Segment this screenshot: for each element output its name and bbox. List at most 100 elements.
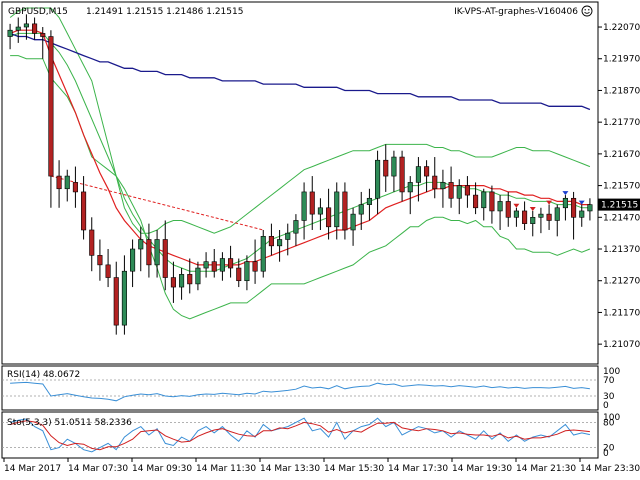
- candle-body: [187, 274, 193, 285]
- trade-markers: [513, 191, 585, 211]
- candle: [81, 176, 87, 240]
- candle: [130, 239, 136, 288]
- candle: [23, 14, 29, 40]
- candle: [530, 210, 536, 237]
- candle-body: [505, 201, 511, 218]
- stoch-panel[interactable]: [1, 411, 599, 459]
- candle: [105, 249, 111, 288]
- current-price-label: 1.21515: [601, 201, 638, 211]
- candle: [236, 258, 242, 288]
- candle: [121, 255, 127, 335]
- candle: [538, 207, 544, 234]
- candle-body: [48, 36, 54, 177]
- candle: [440, 169, 446, 208]
- candle-body: [154, 239, 160, 266]
- candle-body: [497, 201, 503, 212]
- candle: [579, 204, 585, 227]
- rsi-axis-label: 70: [603, 376, 615, 386]
- stoch-axis-label: 0: [603, 449, 609, 459]
- candle: [366, 188, 372, 221]
- candle: [277, 229, 283, 262]
- candle-body: [211, 261, 217, 272]
- candle: [138, 226, 144, 272]
- candle: [301, 182, 307, 240]
- candle-body: [530, 216, 536, 224]
- candle-body: [309, 191, 315, 215]
- candle: [342, 182, 348, 240]
- candle-body: [440, 182, 446, 190]
- candle-body: [350, 213, 356, 231]
- rsi-axis-label: 30: [603, 392, 615, 402]
- candle: [350, 207, 356, 246]
- candle-body: [587, 204, 593, 212]
- price-axis-label: 1.22070: [603, 23, 640, 33]
- candle-body: [236, 267, 242, 282]
- candle-body: [121, 270, 127, 326]
- candle-body: [146, 239, 152, 266]
- candle-body: [293, 220, 299, 234]
- candle-body: [64, 175, 70, 190]
- dashed-trend-line[interactable]: [50, 175, 264, 231]
- time-axis-label: 14 Mar 23:30: [580, 464, 640, 474]
- trade-arrow-icon: [578, 200, 585, 205]
- main-price-panel[interactable]: [1, 1, 599, 365]
- candle: [334, 182, 340, 240]
- trade-arrow-icon: [562, 191, 569, 196]
- candle-body: [317, 207, 323, 215]
- candle-body: [244, 261, 250, 282]
- candle: [7, 23, 13, 50]
- stoch-levels: [2, 421, 598, 449]
- rsi-panel[interactable]: [1, 365, 599, 411]
- candle-body: [513, 210, 519, 218]
- candle: [554, 204, 560, 237]
- candle: [15, 17, 21, 43]
- candle-body: [391, 156, 397, 177]
- candle-body: [522, 210, 528, 224]
- stoch-signal-line: [9, 420, 590, 451]
- candle-body: [375, 159, 381, 199]
- candle: [432, 157, 438, 199]
- candle: [317, 198, 323, 230]
- candle-body: [130, 248, 136, 272]
- candle-body: [32, 23, 38, 34]
- candle-body: [138, 239, 144, 250]
- candle: [497, 195, 503, 230]
- candle: [113, 261, 119, 335]
- candle-body: [15, 26, 21, 31]
- stoch-axis-label: 20: [603, 444, 615, 454]
- rsi-axis-label: 0: [603, 401, 609, 411]
- price-axis-label: 1.21570: [603, 182, 640, 192]
- candle: [211, 249, 217, 278]
- candle: [64, 169, 70, 202]
- candle-body: [448, 182, 454, 199]
- candle-body: [56, 175, 62, 190]
- candle-body: [260, 236, 266, 272]
- candle: [375, 150, 381, 215]
- candle-body: [546, 213, 552, 221]
- price-axis: 1.22070 1.21970 1.21870 1.21770 1.21670 1.215…: [598, 23, 640, 350]
- candle: [260, 229, 266, 278]
- candle: [48, 30, 54, 208]
- candle: [146, 223, 152, 278]
- candle-body: [252, 261, 258, 272]
- trend-line[interactable]: [50, 175, 264, 231]
- time-axis-label: 14 Mar 15:30: [324, 464, 384, 474]
- candle-body: [97, 255, 103, 266]
- candle-body: [113, 277, 119, 326]
- candle-body: [179, 274, 185, 288]
- candle: [358, 191, 364, 230]
- price-axis-label: 1.21770: [603, 118, 640, 128]
- candle: [513, 207, 519, 227]
- price-axis-label: 1.21470: [603, 213, 640, 223]
- slow-ma-line: [9, 32, 591, 111]
- candle-body: [383, 159, 389, 177]
- candle: [481, 188, 487, 221]
- rsi-indicator-label: RSI(14) 48.0672: [7, 370, 80, 380]
- candle: [97, 239, 103, 281]
- candle: [391, 150, 397, 192]
- candle: [187, 258, 193, 294]
- price-axis-label: 1.21970: [603, 55, 640, 65]
- candle-body: [277, 239, 283, 247]
